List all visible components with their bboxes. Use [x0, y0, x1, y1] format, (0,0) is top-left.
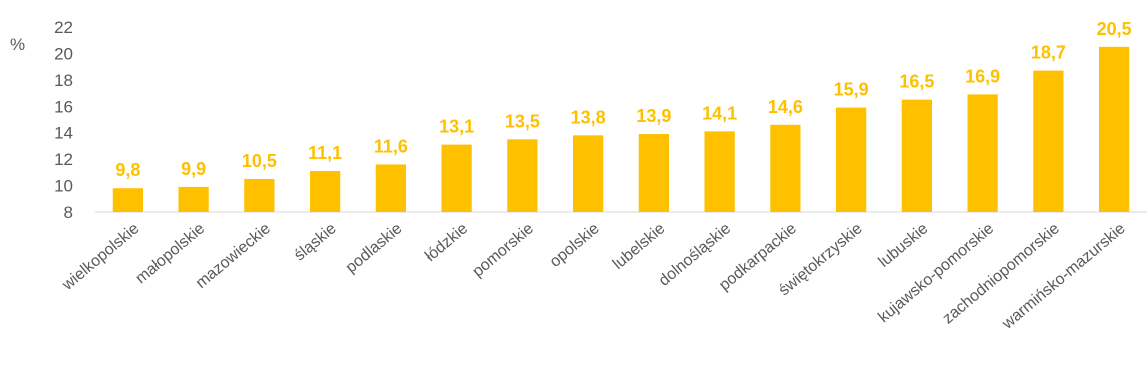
- category-label: opolskie: [547, 220, 603, 271]
- data-label: 20,5: [1097, 19, 1132, 39]
- data-label: 13,5: [505, 111, 540, 131]
- bars-group: [112, 46, 1130, 213]
- data-label: 16,5: [899, 72, 934, 92]
- bar: [310, 171, 341, 212]
- data-label: 14,1: [702, 103, 737, 123]
- y-tick-label: 8: [64, 203, 73, 222]
- bar: [901, 99, 932, 212]
- bar: [704, 131, 735, 212]
- category-label: zachodniopomorskie: [940, 220, 1063, 327]
- bar: [1033, 70, 1064, 212]
- bar: [112, 188, 143, 212]
- data-label: 15,9: [834, 80, 869, 100]
- bar: [441, 144, 472, 212]
- y-tick-label: 18: [54, 71, 73, 90]
- category-label: podlaskie: [343, 220, 406, 277]
- category-label: pomorskie: [469, 220, 537, 281]
- y-tick-label: 22: [54, 18, 73, 37]
- bar: [244, 178, 275, 212]
- y-tick-label: 16: [54, 97, 73, 116]
- y-axis: 8 10 12 14 16 18 20 22: [54, 18, 73, 222]
- category-label: lubuskie: [876, 220, 932, 271]
- category-label: łódzkie: [422, 220, 471, 265]
- data-label: 10,5: [242, 151, 277, 171]
- data-label: 13,8: [571, 107, 606, 127]
- data-label: 18,7: [1031, 43, 1066, 63]
- y-tick-label: 12: [54, 150, 73, 169]
- data-labels-group: 9,8 9,9 10,5 11,1 11,6 13,1 13,5 13,8 13,9 14,1 14…: [115, 19, 1131, 180]
- y-tick-label: 10: [54, 177, 73, 196]
- bar: [507, 139, 538, 212]
- data-label: 11,1: [308, 143, 342, 163]
- y-tick-label: 14: [54, 124, 73, 143]
- data-label: 9,9: [181, 159, 206, 179]
- category-label: kujawsko-pomorskie: [875, 220, 997, 326]
- bar: [638, 134, 669, 212]
- data-label: 13,9: [636, 106, 671, 126]
- bar: [836, 107, 867, 212]
- bar: [178, 186, 209, 212]
- y-axis-unit-label: %: [10, 35, 25, 54]
- data-label: 16,9: [965, 66, 1000, 86]
- data-label: 14,6: [768, 97, 803, 117]
- category-label: wielkopolskie: [59, 220, 143, 294]
- bar: [770, 124, 801, 212]
- category-label: śląskie: [291, 220, 339, 265]
- category-label: lubelskie: [610, 220, 669, 273]
- bar: [1099, 46, 1130, 213]
- category-label: warmińsko-mazurskie: [998, 220, 1128, 333]
- bar: [573, 135, 604, 212]
- y-tick-label: 20: [54, 44, 73, 63]
- bar: [375, 164, 406, 212]
- data-label: 13,1: [439, 117, 474, 137]
- bar: [967, 94, 998, 212]
- data-label: 9,8: [115, 160, 140, 180]
- data-label: 11,6: [374, 136, 408, 156]
